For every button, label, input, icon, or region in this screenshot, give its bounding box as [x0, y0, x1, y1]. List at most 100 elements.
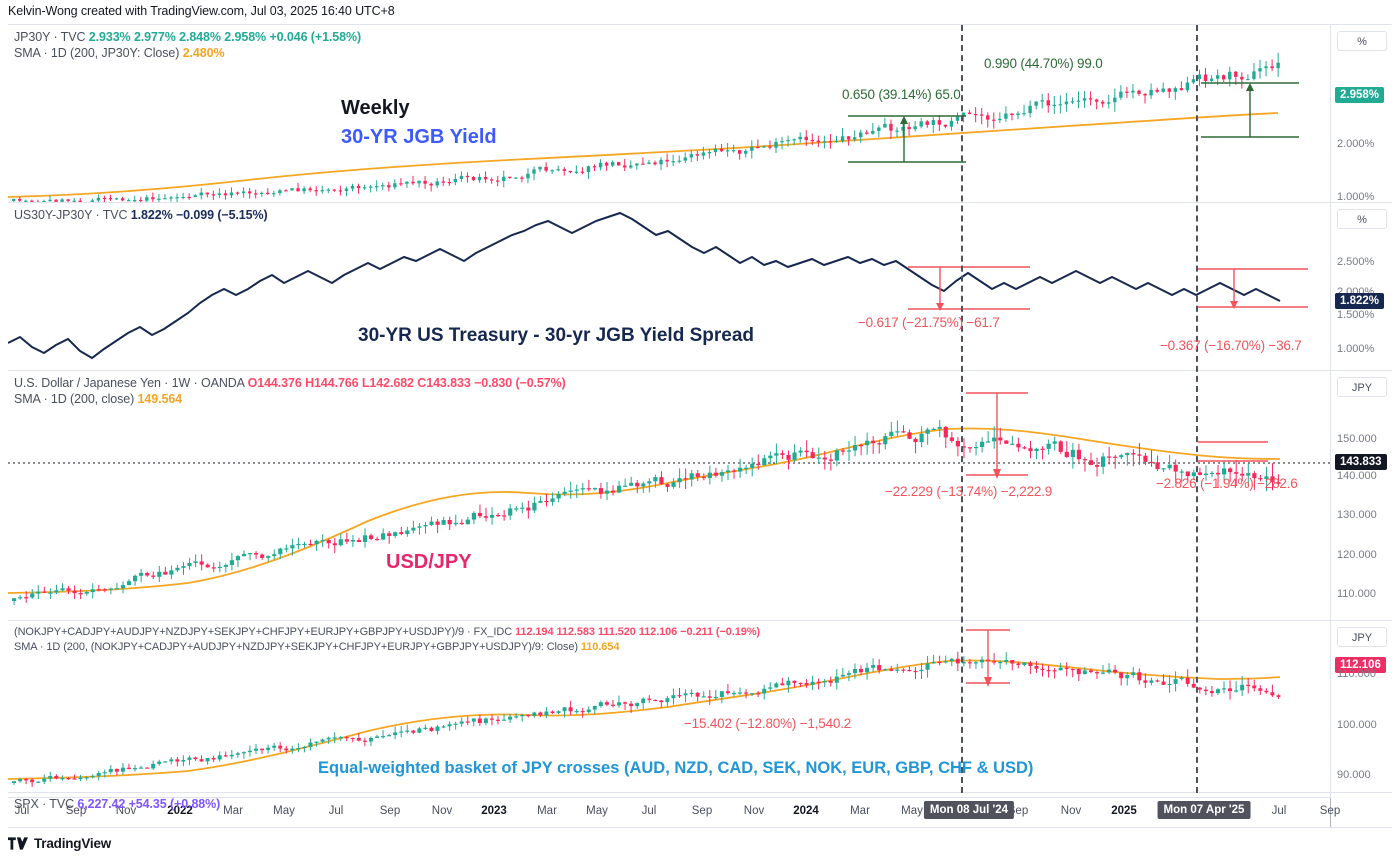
time-badge-2025-04-07: Mon 07 Apr '25	[1157, 801, 1251, 819]
time-axis[interactable]: Jul Sep Nov 2022 Mar May Jul Sep Nov 2023 Mar May Ju…	[8, 798, 1392, 828]
time-tick-sep-1: Sep	[65, 805, 87, 817]
scale-unit-usdjpy[interactable]: JPY	[1337, 377, 1387, 397]
pane-title-spread: 30-YR US Treasury - 30-yr JGB Yield Spre…	[358, 325, 755, 346]
legend-sma-label-usdjpy[interactable]: SMA · 1D (200, close)	[14, 392, 135, 406]
measure-label-basket-1: −15.402 (−12.80%) −1,540.2	[684, 716, 852, 731]
legend-yield-spread: US30Y-JP30Y · TVC 1.822% −0.099 (−5.15%)	[14, 207, 268, 223]
spread-line-svg	[8, 211, 1281, 360]
time-tick-mar-4: Mar	[223, 805, 243, 817]
price-scale-spread[interactable]: % 2.500% 2.000% 1.822% 1.500% 1.000%	[1330, 203, 1392, 370]
time-tick-sep-22: Sep	[1319, 805, 1341, 817]
legend-open-usdjpy: O144.376	[247, 376, 302, 390]
price-tick-usdjpy-130: 130.000	[1337, 509, 1377, 521]
price-tick-usdjpy-140: 140.000	[1337, 470, 1377, 482]
time-tick-mar-10: Mar	[537, 805, 557, 817]
time-tick-nov-2: Nov	[115, 805, 137, 817]
pane-title-jgb-yield: 30-YR JGB Yield	[341, 126, 497, 148]
time-badge-2024-07-08: Mon 08 Jul '24	[923, 801, 1015, 819]
plot-jpy-basket[interactable]: −15.402 (−12.80%) −1,540.2 Equal-weighte…	[8, 621, 1330, 792]
legend-low-jgb: 2.848%	[179, 30, 221, 44]
plot-usdjpy[interactable]: −22.229 (−13.74%) −2,222.9 −2.826 (−1.94…	[8, 371, 1330, 620]
legend-sma-value-jgb: 2.480%	[182, 46, 225, 60]
price-scale-jgb[interactable]: % 2.958% 2.000% 1.000%	[1330, 25, 1392, 202]
pane-yield-spread[interactable]: −0.617 (−21.75%) −61.7 −0.367 (−16.70%) …	[8, 203, 1392, 371]
legend-usdjpy: U.S. Dollar / Japanese Yen · 1W · OANDA …	[14, 375, 566, 407]
legend-change-basket: −0.211 (−0.19%)	[680, 626, 760, 638]
event-line-2024-07-08	[961, 25, 963, 793]
time-tick-nov-14: Nov	[743, 805, 765, 817]
legend-sma-label-jgb[interactable]: SMA · 1D (200, JP30Y: Close)	[14, 46, 180, 60]
price-tick-usdjpy-120: 120.000	[1337, 549, 1377, 561]
price-tick-spread-2: 1.500%	[1337, 309, 1375, 321]
legend-jpy-basket: (NOKJPY+CADJPY+AUDJPY+NZDJPY+SEKJPY+CHFJ…	[14, 625, 760, 655]
legend-open-basket: 112.194	[515, 626, 554, 638]
legend-change-spread: −0.099 (−5.15%)	[175, 208, 268, 222]
legend-symbol-jgb[interactable]: JP30Y · TVC	[14, 30, 86, 44]
time-tick-nov-19: Nov	[1060, 805, 1082, 817]
legend-row-basket-sma: SMA · 1D (200, (NOKJPY+CADJPY+AUDJPY+NZD…	[14, 640, 760, 655]
legend-change-usdjpy: −0.830 (−0.57%)	[474, 376, 566, 390]
legend-close-jgb: 2.958%	[224, 30, 267, 44]
price-tick-usdjpy-150: 150.000	[1337, 433, 1377, 445]
price-tag-basket: 112.106	[1335, 657, 1386, 673]
legend-symbol-basket[interactable]: (NOKJPY+CADJPY+AUDJPY+NZDJPY+SEKJPY+CHFJ…	[14, 626, 513, 638]
legend-row-jgb-sma: SMA · 1D (200, JP30Y: Close) 2.480%	[14, 45, 361, 61]
time-tick-mar-16: Mar	[850, 805, 870, 817]
legend-symbol-spread[interactable]: US30Y-JP30Y · TVC	[14, 208, 128, 222]
pane-jgb-yield[interactable]: 0.650 (39.14%) 65.0 0.990 (44.70%) 99.0 …	[8, 25, 1392, 203]
legend-sma-value-basket: 110.654	[580, 641, 620, 653]
legend-open-jgb: 2.933%	[88, 30, 131, 44]
legend-sma-label-basket[interactable]: SMA · 1D (200, (NOKJPY+CADJPY+AUDJPY+NZD…	[14, 641, 578, 653]
legend-row-basket: (NOKJPY+CADJPY+AUDJPY+NZDJPY+SEKJPY+CHFJ…	[14, 625, 760, 640]
legend-low-usdjpy: L142.682	[361, 376, 414, 390]
tradingview-logo[interactable]: TradingView	[8, 836, 111, 851]
scale-unit-spread[interactable]: %	[1337, 209, 1387, 229]
pane-title-jpy-basket: Equal-weighted basket of JPY crosses (AU…	[318, 759, 1034, 777]
legend-close-usdjpy: C143.833	[417, 376, 471, 390]
price-scale-usdjpy[interactable]: JPY 150.000 143.833 140.000 130.000 120.…	[1330, 371, 1392, 620]
price-tick-spread-4: 2.500%	[1337, 256, 1375, 268]
tradingview-logo-icon	[8, 837, 28, 850]
legend-symbol-usdjpy[interactable]: U.S. Dollar / Japanese Yen · 1W · OANDA	[14, 376, 245, 390]
price-scale-basket[interactable]: JPY 112.106 110.000 100.000 90.000	[1330, 621, 1392, 792]
measure-rect-basket-1	[966, 629, 1010, 687]
legend-low-basket: 111.520	[597, 626, 636, 638]
jgb-candles-svg	[8, 52, 1280, 202]
scale-unit-jgb[interactable]: %	[1337, 31, 1387, 51]
measure-label-usdjpy-1: −22.229 (−13.74%) −2,222.9	[885, 484, 1053, 499]
time-tick-jul-12: Jul	[641, 805, 657, 817]
time-tick-sep-7: Sep	[379, 805, 401, 817]
legend-change-spx: +54.35 (+0.88%)	[128, 797, 221, 811]
legend-symbol-spx[interactable]: SPX · TVC	[14, 797, 74, 811]
scale-unit-basket[interactable]: JPY	[1337, 627, 1387, 647]
time-tick-jul-0: Jul	[14, 805, 30, 817]
price-tick-basket-110: 110.000	[1337, 668, 1376, 680]
pane-jpy-basket[interactable]: −15.402 (−12.80%) −1,540.2 Equal-weighte…	[8, 621, 1392, 793]
attribution-text: Kelvin-Wong created with TradingView.com…	[8, 4, 395, 18]
usdjpy-candles-svg	[8, 419, 1330, 605]
price-tick-spread-1: 1.000%	[1337, 343, 1375, 355]
measure-rect-spread-1	[908, 266, 1030, 311]
time-tick-2023-9: 2023	[481, 805, 507, 817]
time-tick-2025-20: 2025	[1111, 805, 1137, 817]
measure-label-jgb-1: 0.650 (39.14%) 65.0	[842, 87, 961, 102]
measure-rect-usdjpy-1	[966, 392, 1028, 479]
pane-usdjpy[interactable]: −22.229 (−13.74%) −2,222.9 −2.826 (−1.94…	[8, 371, 1392, 621]
time-tick-nov-8: Nov	[431, 805, 453, 817]
time-axis-divider	[1330, 798, 1331, 827]
time-tick-2024-15: 2024	[793, 805, 819, 817]
time-tick-jul-6: Jul	[328, 805, 344, 817]
legend-close-basket: 112.106	[638, 626, 678, 638]
time-tick-jul-21: Jul	[1271, 805, 1287, 817]
plot-jgb-yield[interactable]: 0.650 (39.14%) 65.0 0.990 (44.70%) 99.0 …	[8, 25, 1330, 202]
price-tick-jgb-1: 1.000%	[1337, 191, 1375, 203]
plot-yield-spread[interactable]: −0.617 (−21.75%) −61.7 −0.367 (−16.70%) …	[8, 203, 1330, 370]
measure-rect-jgb-1	[848, 115, 966, 163]
legend-row-spread: US30Y-JP30Y · TVC 1.822% −0.099 (−5.15%)	[14, 207, 268, 223]
measure-label-usdjpy-2: −2.826 (−1.94%) −282.6	[1156, 476, 1298, 491]
measure-rect-usdjpy-2	[1198, 441, 1268, 462]
price-tick-jgb-2: 2.000%	[1337, 138, 1375, 150]
time-tick-2022-3: 2022	[167, 805, 193, 817]
price-tag-spread: 1.822%	[1335, 293, 1385, 309]
legend-sma-value-usdjpy: 149.564	[137, 392, 183, 406]
